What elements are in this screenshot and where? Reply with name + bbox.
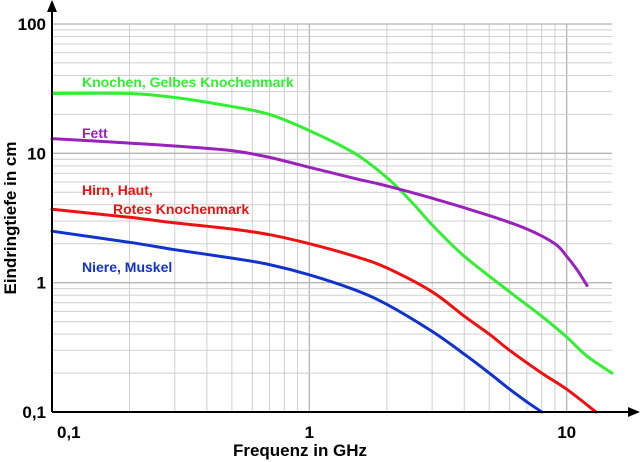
y-tick-label: 1	[37, 274, 46, 293]
series-label: Niere, Muskel	[82, 259, 172, 275]
x-tick-label: 0,1	[57, 423, 81, 442]
series-label: Hirn, Haut,	[82, 182, 153, 198]
series-line	[50, 207, 598, 414]
tick-labels: 0,1 1 10 0,1 1 10 100	[18, 15, 577, 442]
series-label: Rotes Knochenmark	[113, 201, 249, 217]
series-layer	[50, 91, 614, 414]
x-axis-title: Frequenz in GHz	[233, 441, 367, 460]
series-line	[50, 229, 544, 414]
series-label: Fett	[82, 125, 108, 141]
y-tick-label: 10	[27, 144, 46, 163]
x-tick-label: 1	[305, 423, 314, 442]
x-tick-label: 10	[557, 423, 576, 442]
y-tick-label: 100	[18, 15, 46, 34]
y-axis-arrow-icon	[47, 0, 57, 12]
series-label: Knochen, Gelbes Knochenmark	[82, 74, 294, 90]
y-axis-title: Eindringtiefe in cm	[1, 141, 20, 294]
series-labels: Knochen, Gelbes Knochenmark Fett Hirn, Hau…	[82, 74, 294, 275]
y-tick-label: 0,1	[22, 403, 46, 422]
x-axis-arrow-icon	[628, 407, 640, 417]
series-line	[50, 137, 589, 287]
